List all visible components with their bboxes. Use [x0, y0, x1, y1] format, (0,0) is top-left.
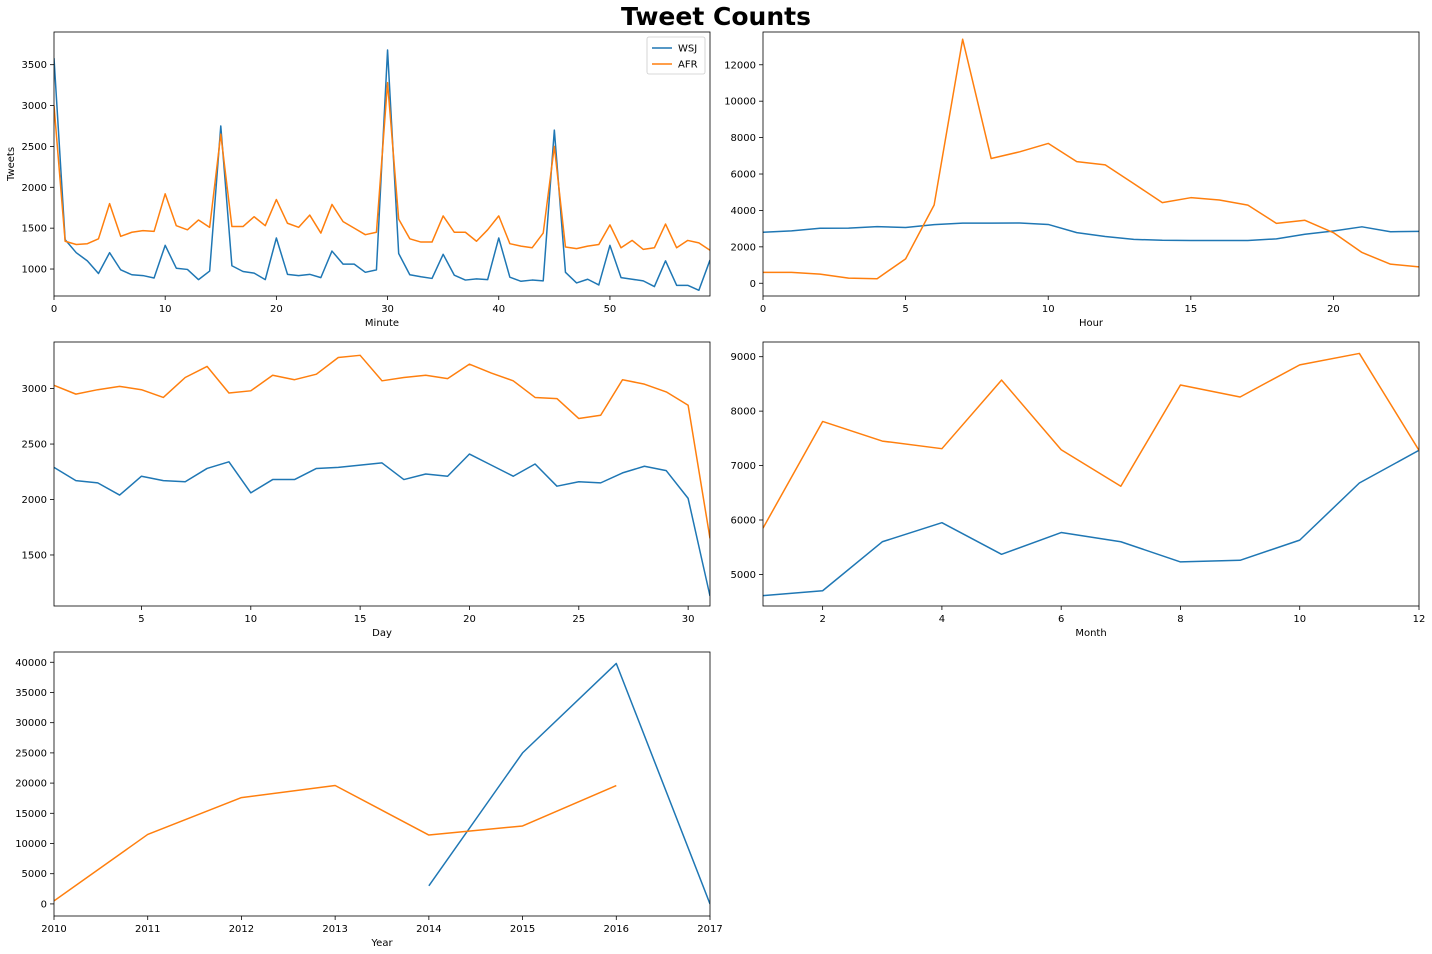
- subplot-hour-xtick-label: 15: [1184, 304, 1197, 315]
- subplot-hour-xlabel: Hour: [1079, 318, 1104, 329]
- subplot-hour-ytick-label: 6000: [731, 170, 756, 181]
- subplot-day-xtick-label: 20: [463, 614, 476, 625]
- subplot-minute-xtick-label: 10: [159, 304, 172, 315]
- subplot-minute-ytick-label: 3000: [22, 101, 47, 112]
- subplot-minute-ytick-label: 2500: [22, 142, 47, 153]
- subplot-minute: Minute Tweets WSJ AFR 0 10 20 30 40 50 1000 1500…: [6, 31, 711, 329]
- subplot-year-frame: [53, 651, 711, 917]
- subplot-year-marks: [54, 662, 710, 905]
- subplot-month-xtick-label: 2: [819, 614, 825, 625]
- subplot-day-xtick-label: 10: [244, 614, 257, 625]
- subplot-month-marks: [763, 352, 1419, 597]
- subplot-minute-xtick-label: 30: [381, 304, 394, 315]
- subplot-year-series-afr-line: [54, 784, 617, 902]
- subplot-month-xtick-label: 4: [939, 614, 945, 625]
- subplot-hour-ytick-label: 2000: [731, 242, 756, 253]
- subplot-minute-xtick-label: 40: [492, 304, 505, 315]
- subplot-minute-xtick-label: 50: [604, 304, 617, 315]
- subplot-year-xtick-label: 2012: [229, 924, 254, 935]
- subplot-hour-xtick-label: 5: [902, 304, 908, 315]
- subplot-day: Day 5 10 15 20 25 30 1500 2000 2500 3000: [22, 341, 711, 639]
- subplot-year-ytick-label: 40000: [15, 658, 47, 669]
- subplot-day-xtick-label: 25: [572, 614, 585, 625]
- legend: WSJ AFR: [646, 36, 706, 75]
- subplot-year-ytick-label: 20000: [15, 779, 47, 790]
- subplot-month-series-afr-line: [763, 352, 1419, 529]
- subplot-day-marks: [54, 354, 710, 597]
- subplot-year-ytick-label: 35000: [15, 688, 47, 699]
- subplot-month-xtick-label: 8: [1177, 614, 1183, 625]
- subplot-day-xtick-label: 5: [138, 614, 144, 625]
- subplot-minute-series-wsj-line: [54, 49, 710, 292]
- subplot-hour-series-afr-line: [763, 38, 1419, 280]
- subplot-year-ytick-label: 10000: [15, 839, 47, 850]
- subplot-month-xlabel: Month: [1075, 628, 1106, 639]
- subplot-hour-frame: [762, 31, 1420, 297]
- subplot-minute-xtick-label: 0: [51, 304, 57, 315]
- subplot-minute-marks: [54, 49, 710, 292]
- legend-label-wsj: WSJ: [678, 44, 697, 55]
- subplot-month-frame: [762, 341, 1420, 607]
- subplot-month-xtick-label: 12: [1413, 614, 1426, 625]
- subplot-day-series-wsj-line: [54, 453, 710, 597]
- subplot-hour-ytick-label: 12000: [724, 60, 756, 71]
- subplot-month-ytick-label: 6000: [731, 515, 756, 526]
- subplot-month-xtick-label: 6: [1058, 614, 1064, 625]
- subplot-year-ytick-label: 30000: [15, 718, 47, 729]
- subplot-month-ytick-label: 7000: [731, 461, 756, 472]
- subplot-month-ytick-label: 8000: [731, 407, 756, 418]
- subplot-day-ytick-label: 2500: [22, 440, 47, 451]
- subplot-day-ytick-label: 1500: [22, 550, 47, 561]
- subplot-minute-xtick-label: 20: [270, 304, 283, 315]
- subplot-year-series-wsj-line: [428, 662, 710, 905]
- subplot-month-ytick-label: 9000: [731, 352, 756, 363]
- subplot-day-xtick-label: 30: [682, 614, 695, 625]
- subplot-month-xtick-label: 10: [1293, 614, 1306, 625]
- subplot-hour: Hour 0 5 10 15 20 0 2000 4000 6000 8000 10000 12000: [724, 31, 1420, 329]
- subplot-day-xlabel: Day: [372, 628, 392, 639]
- subplot-year: Year 2010 2011 2012 2013 2014 2015 2016 2017 0 50…: [15, 651, 723, 949]
- subplot-day-ytick-label: 3000: [22, 384, 47, 395]
- subplot-minute-xlabel: Minute: [365, 318, 399, 329]
- subplot-year-xtick-label: 2011: [135, 924, 160, 935]
- subplot-minute-ylabel: Tweets: [6, 147, 17, 182]
- subplot-hour-ytick-label: 10000: [724, 97, 756, 108]
- subplot-minute-ytick-label: 2000: [22, 183, 47, 194]
- subplot-minute-ytick-label: 1000: [22, 265, 47, 276]
- subplot-year-ytick-label: 25000: [15, 748, 47, 759]
- subplot-year-xtick-label: 2013: [322, 924, 347, 935]
- subplot-year-ytick-label: 5000: [22, 869, 47, 880]
- subplot-hour-ytick-label: 4000: [731, 206, 756, 217]
- subplot-hour-xtick-label: 0: [760, 304, 766, 315]
- figure-title: Tweet Counts: [621, 2, 811, 31]
- legend-label-afr: AFR: [678, 60, 698, 71]
- subplot-year-xtick-label: 2010: [41, 924, 66, 935]
- subplot-month-series-wsj-line: [763, 449, 1419, 597]
- subplot-year-ytick-label: 15000: [15, 809, 47, 820]
- subplot-year-xtick-label: 2017: [697, 924, 722, 935]
- subplot-year-xlabel: Year: [370, 938, 393, 949]
- subplot-hour-marks: [763, 38, 1419, 280]
- subplot-year-ytick-label: 0: [41, 899, 47, 910]
- subplot-hour-xtick-label: 10: [1042, 304, 1055, 315]
- subplot-minute-ytick-label: 3500: [22, 60, 47, 71]
- subplot-day-ytick-label: 2000: [22, 495, 47, 506]
- subplot-day-xtick-label: 15: [354, 614, 367, 625]
- subplot-month: Month 2 4 6 8 10 12 5000 6000 7000 8000 9000: [731, 341, 1426, 639]
- subplot-day-frame: [53, 341, 711, 607]
- subplot-hour-xtick-label: 20: [1327, 304, 1340, 315]
- subplot-hour-ytick-label: 8000: [731, 133, 756, 144]
- subplot-month-ytick-label: 5000: [731, 570, 756, 581]
- subplot-year-xtick-label: 2016: [604, 924, 629, 935]
- subplot-day-series-afr-line: [54, 354, 710, 539]
- subplot-year-xtick-label: 2015: [510, 924, 535, 935]
- subplot-minute-ytick-label: 1500: [22, 224, 47, 235]
- subplot-minute-series-afr-line: [54, 81, 710, 251]
- subplot-hour-ytick-label: 0: [750, 279, 756, 290]
- subplot-year-xtick-label: 2014: [416, 924, 441, 935]
- subplot-minute-frame: [53, 31, 711, 297]
- subplot-hour-series-wsj-line: [763, 222, 1419, 242]
